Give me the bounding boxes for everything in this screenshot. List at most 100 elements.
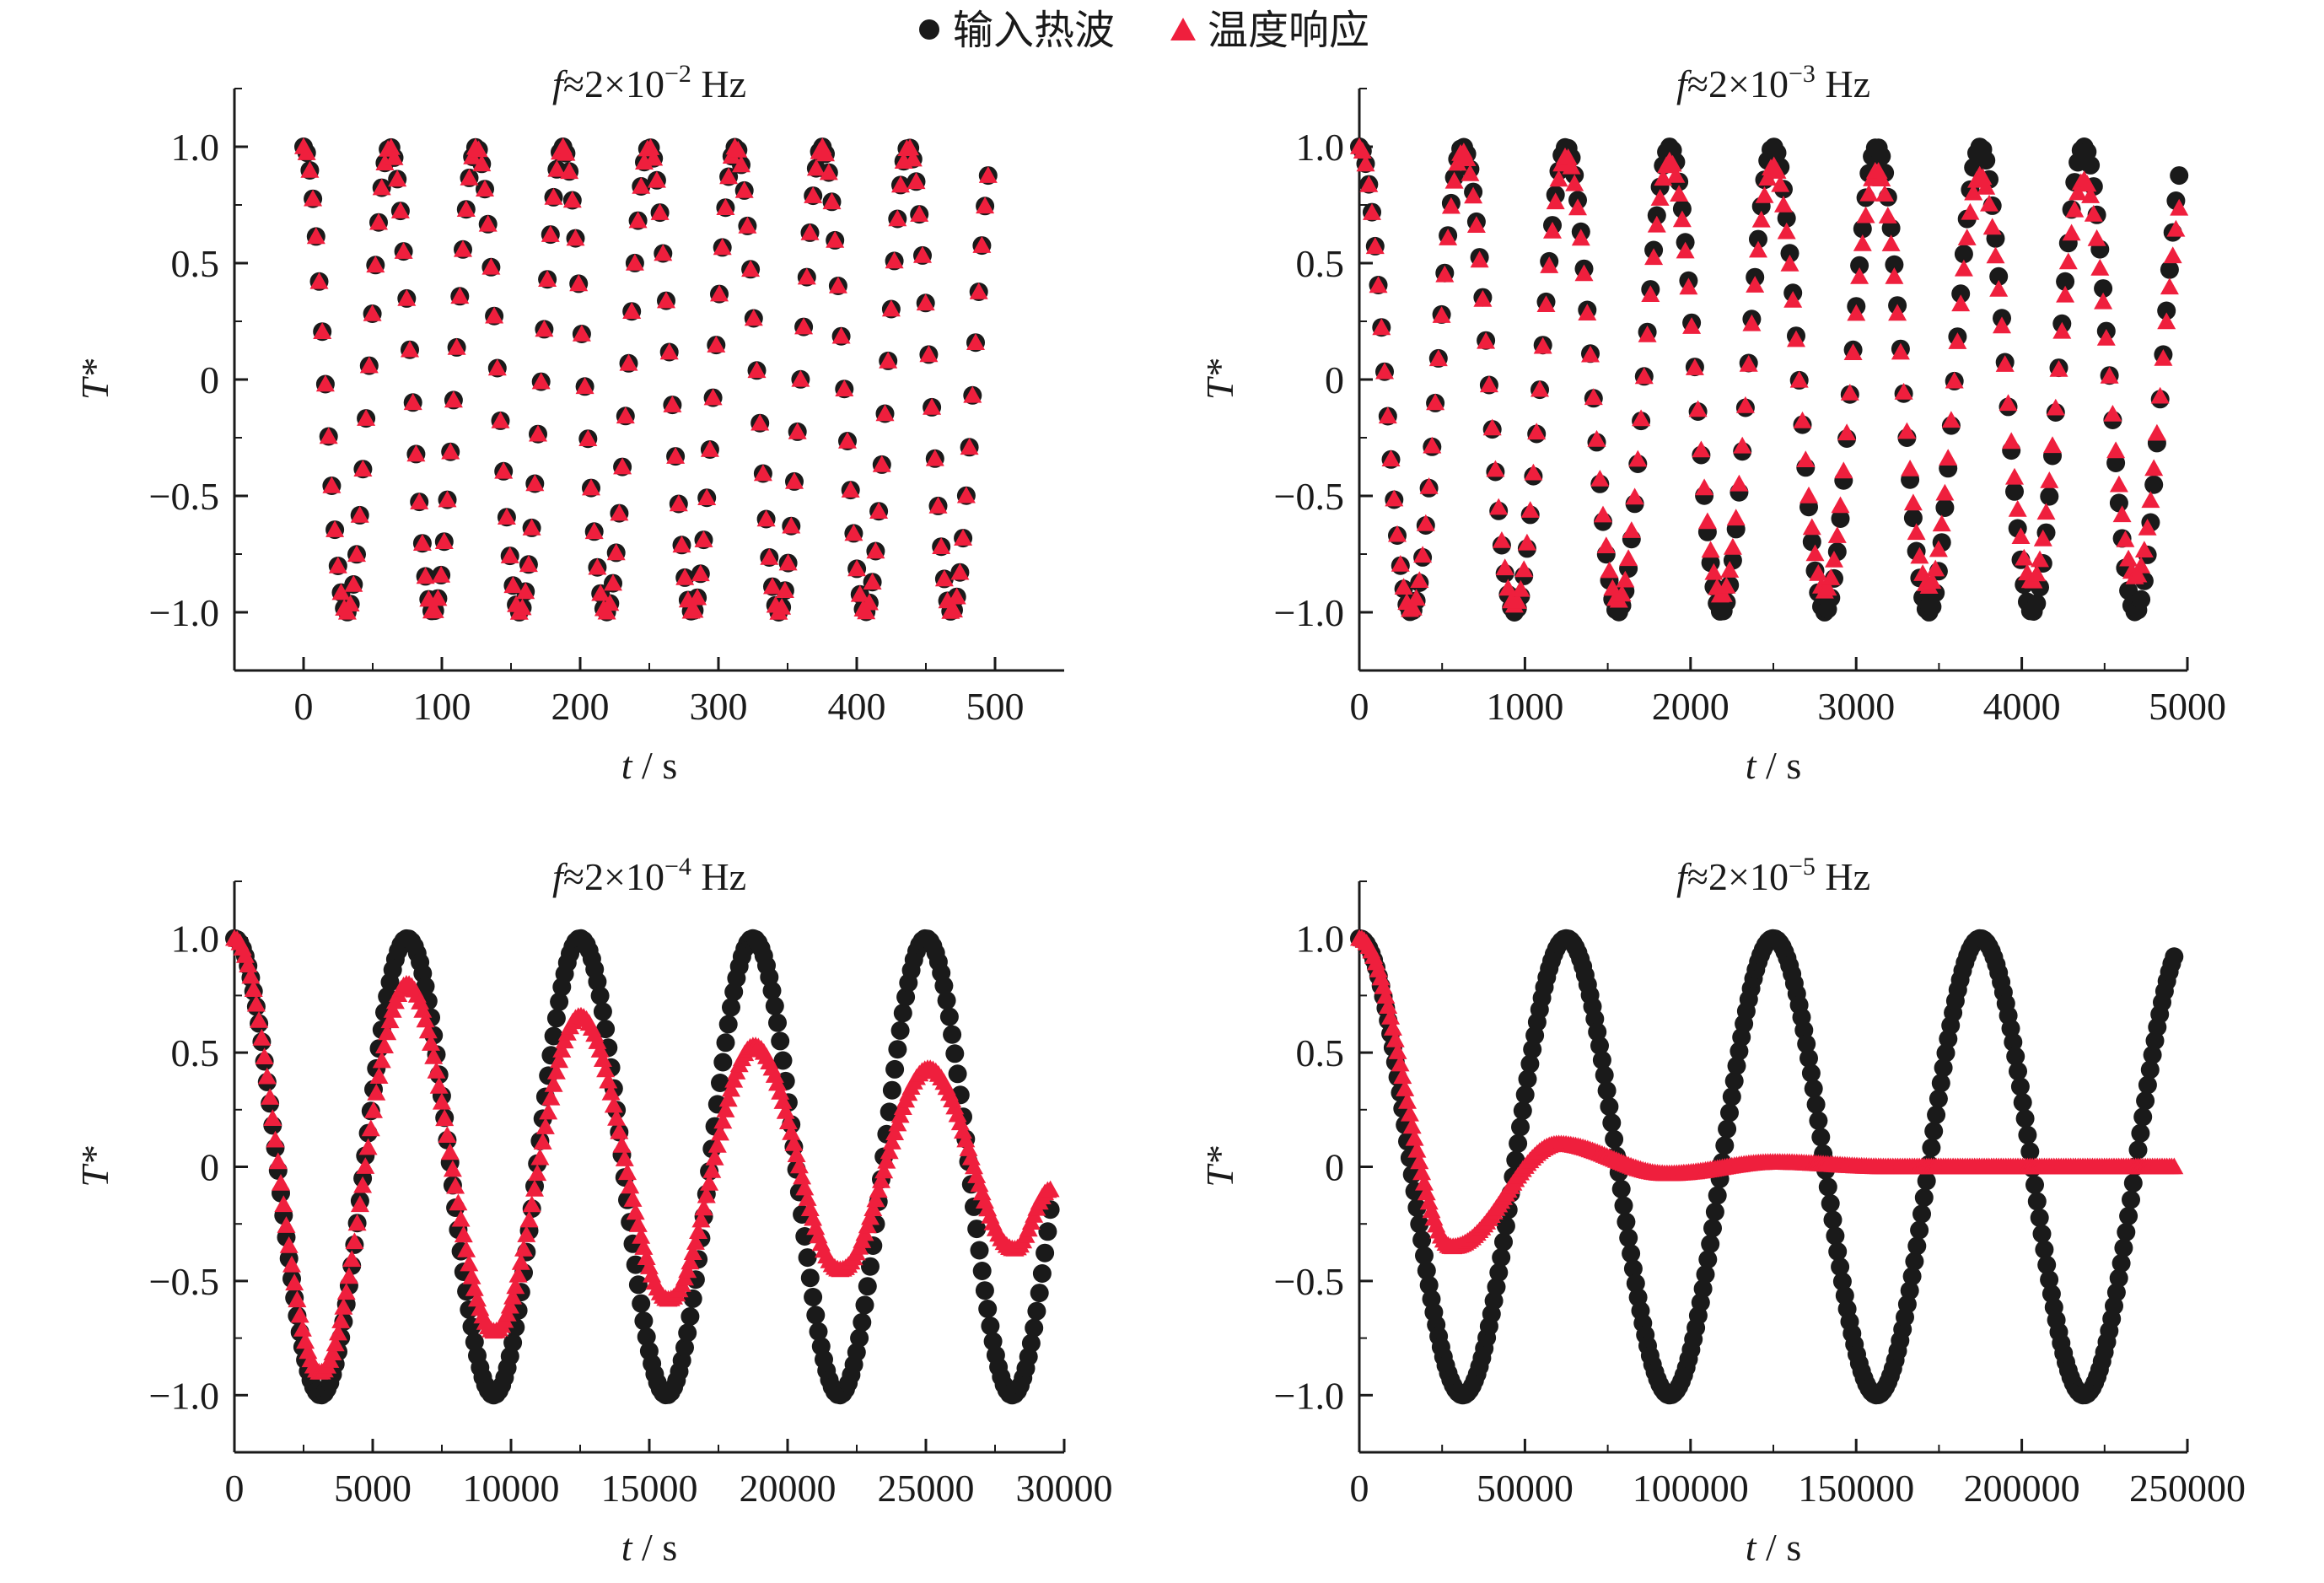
data-point-triangle [1945,371,1964,389]
data-point-circle [2020,1142,2040,1161]
data-point-circle [858,1277,877,1296]
data-point-triangle [1941,411,1961,428]
data-point-circle [1410,1214,1429,1234]
data-point-triangle [342,1250,362,1268]
data-point-triangle [1735,396,1755,413]
data-point-triangle [244,980,263,997]
data-point-circle [718,1015,738,1034]
y-tick-label: −0.5 [149,1260,219,1303]
data-point-triangle [1787,330,1805,347]
data-point-circle [1794,1020,1814,1040]
data-point-triangle [773,1092,793,1109]
data-point-circle [1780,244,1799,263]
x-axis-unit: / s [1756,744,1802,787]
data-point-triangle [1964,183,1983,201]
data-point-triangle [1612,584,1632,602]
data-point-triangle [1859,184,1879,202]
data-point-triangle [566,229,585,246]
data-point-circle [1484,1291,1504,1311]
data-point-triangle [1568,198,1587,216]
data-point-triangle [1419,477,1439,494]
data-point-triangle [689,1222,708,1239]
data-point-triangle [375,153,395,170]
data-point-triangle [1486,460,1505,477]
data-point-circle [1797,1034,1816,1053]
data-point-triangle [697,488,717,505]
data-point-triangle [910,205,929,222]
x-tick-label: 15000 [601,1467,698,1510]
data-point-triangle [1644,248,1664,266]
data-point-triangle [255,1047,274,1064]
data-point-triangle [460,1254,479,1272]
data-point-triangle [610,1122,629,1139]
x-tick-label: 200000 [1964,1467,2080,1510]
data-point-triangle [2119,549,2138,567]
data-point-triangle [1473,289,1493,307]
data-point-triangle [1383,1019,1402,1036]
data-point-circle [850,1328,869,1348]
data-point-triangle [1574,264,1594,282]
title-approx-value: ≈2×10 [1687,855,1789,898]
data-point-triangle [522,1195,541,1213]
data-point-triangle [816,144,835,162]
data-point-triangle [364,1101,383,1118]
data-point-triangle [331,1311,351,1328]
data-point-triangle [1477,331,1496,349]
data-point-triangle [2112,505,2132,523]
data-point-triangle [1701,541,1720,558]
x-tick-label: 100 [413,685,471,728]
data-point-circle [1826,1226,1845,1246]
data-point-circle [1923,597,1942,617]
data-point-triangle [1464,186,1483,204]
x-axis-variable: t [1746,744,1757,787]
data-point-triangle [2147,423,2166,441]
y-tick-label: −1.0 [1274,591,1344,634]
data-point-circle [1832,1272,1852,1291]
data-point-triangle [615,1150,634,1166]
data-point-triangle [478,214,498,232]
data-point-triangle [944,600,963,618]
data-point-circle [2094,279,2113,299]
data-point-circle [937,991,956,1010]
data-point-triangle [694,1198,713,1216]
data-point-triangle [367,1084,386,1101]
data-point-triangle [529,424,547,442]
data-point-triangle [1638,325,1657,342]
y-tick-label: 1.0 [171,918,220,961]
data-point-triangle [771,1082,790,1100]
data-point-triangle [2116,530,2135,547]
data-point-circle [1520,1054,1540,1074]
data-point-circle [2132,590,2151,609]
data-point-triangle [1391,1054,1410,1072]
data-point-triangle [418,1021,438,1039]
data-point-triangle [336,1283,356,1300]
data-point-triangle [435,1109,455,1127]
data-point-triangle [599,1071,618,1089]
subplot-grid: 1.0 0.5 0 −0.5 −1.0 0 100 200 300 400 500 f≈2×10−2 … [73,60,2246,1569]
data-point-triangle [819,163,838,180]
data-point-circle [1407,1198,1427,1217]
data-point-circle [722,998,740,1017]
data-point-triangle [782,516,801,534]
data-point-triangle [1543,221,1562,239]
data-point-circle [713,1053,733,1072]
data-point-triangle [1663,154,1682,172]
data-point-triangle [357,409,376,426]
data-point-triangle [1426,393,1445,411]
y-axis-label: T* [73,359,116,401]
data-point-triangle [416,1010,435,1028]
data-point-triangle [582,478,600,496]
data-point-triangle [888,209,907,227]
x-tick-label: 1000 [1486,685,1563,728]
data-point-triangle [313,322,332,339]
data-point-triangle [1385,489,1404,507]
x-axis-label: t / s [621,744,677,787]
data-point-circle [2119,1206,2138,1225]
data-point-triangle [2046,398,2065,416]
data-point-triangle [861,1208,880,1225]
data-point-triangle [432,565,451,583]
data-point-triangle [325,520,345,537]
data-point-triangle [300,161,320,178]
data-point-triangle [572,325,591,342]
data-point-triangle [826,230,845,248]
